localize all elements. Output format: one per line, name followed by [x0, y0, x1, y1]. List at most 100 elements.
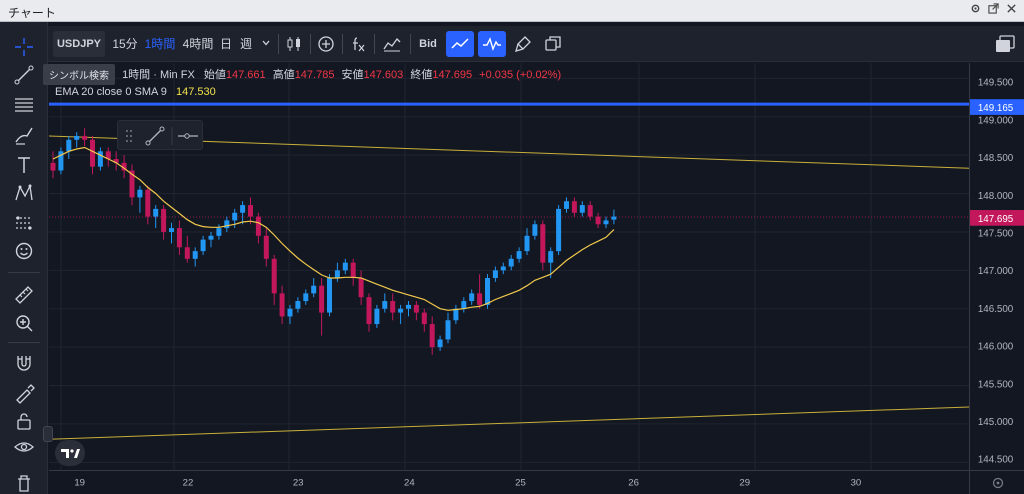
candle-body	[532, 224, 538, 236]
toolbar-divider	[342, 34, 343, 54]
tradingview-logo[interactable]	[55, 440, 85, 466]
candle-body	[311, 285, 317, 294]
symbol-search-button[interactable]: USDJPY	[53, 31, 105, 57]
ruler-icon[interactable]	[13, 284, 35, 306]
candle-body	[295, 301, 301, 309]
horizontal-ray-icon[interactable]	[178, 133, 198, 139]
time-tick-label: 19	[74, 477, 85, 488]
drag-handle-icon[interactable]	[126, 130, 132, 142]
line-chart-icon[interactable]	[446, 31, 474, 57]
drawing-tools-sidebar	[0, 22, 48, 494]
candle-body	[508, 258, 514, 267]
zoom-in-icon[interactable]	[13, 312, 35, 334]
ohlc-legend-row: 1時間 · Min FX 始値147.661 高値147.785 安値147.6…	[55, 66, 561, 82]
time-tick-label: 26	[628, 477, 639, 488]
timeframe-4h[interactable]: 4時間	[182, 37, 214, 51]
candle-body	[461, 301, 467, 309]
candle-body	[421, 312, 427, 325]
brush-icon[interactable]	[511, 31, 535, 57]
price-source-button[interactable]: Bid	[419, 38, 437, 50]
price-tick-label: 148.500	[978, 153, 1014, 164]
collapse-toolbar-handle[interactable]	[43, 426, 53, 442]
price-tick-label: 147.000	[978, 266, 1014, 277]
candle-body	[398, 308, 404, 313]
trendline-tool-icon[interactable]	[13, 64, 35, 86]
candle-body	[137, 189, 143, 198]
candle-body	[469, 293, 475, 302]
timeframe-daily[interactable]: 日	[219, 37, 232, 51]
ema-line	[52, 146, 615, 311]
candle-body	[279, 293, 285, 317]
horizontal-lines-icon[interactable]	[13, 94, 35, 116]
prediction-tool-icon[interactable]	[13, 212, 35, 234]
gear-icon	[992, 477, 1004, 489]
candle-body	[129, 170, 135, 198]
candle-body	[477, 293, 483, 305]
close-icon[interactable]	[1005, 3, 1018, 16]
chevron-down-icon[interactable]	[258, 31, 274, 57]
price-tick-label: 149.000	[978, 115, 1014, 126]
candle-body	[358, 278, 364, 298]
unlock-icon[interactable]	[13, 410, 35, 432]
candle-body	[271, 258, 277, 294]
candle-body	[366, 297, 372, 325]
candle-body	[406, 304, 411, 309]
candle-body	[500, 266, 506, 271]
price-tick-label: 146.500	[978, 304, 1014, 315]
price-chart[interactable]	[49, 63, 969, 470]
hline-price-tag	[970, 99, 1024, 115]
candle-body	[587, 205, 593, 217]
text-tool-icon[interactable]	[13, 154, 35, 176]
toolbar-divider	[310, 34, 311, 54]
fx-icon[interactable]	[346, 31, 370, 57]
pattern-tool-icon[interactable]	[13, 182, 35, 204]
candle-body	[184, 247, 190, 259]
timeframe-weekly[interactable]: 週	[239, 37, 252, 51]
candle-body	[66, 139, 72, 152]
copy-icon[interactable]	[541, 31, 565, 57]
gear-icon[interactable]	[969, 3, 982, 16]
time-tick-label: 30	[851, 477, 862, 488]
open-label: 始値	[203, 69, 226, 81]
brush-tool-icon[interactable]	[13, 124, 35, 146]
emoji-icon[interactable]	[13, 240, 35, 262]
timeframe-1h[interactable]: 1時間	[144, 37, 176, 51]
candle-body	[208, 235, 214, 240]
time-scale[interactable]: 19 22 23 24 25 26 29 30	[49, 470, 969, 494]
add-circle-icon[interactable]	[314, 31, 338, 57]
pulse-icon[interactable]	[478, 31, 506, 57]
lock-drawing-icon[interactable]	[13, 382, 35, 404]
trendline-icon[interactable]	[145, 126, 165, 146]
crosshair-icon[interactable]	[13, 36, 35, 58]
price-scale[interactable]: 149.500 149.000 148.500 148.000 147.500 147.0…	[969, 63, 1024, 470]
trendline	[49, 406, 969, 440]
indicators-icon[interactable]	[380, 31, 404, 57]
candle-body	[153, 208, 159, 217]
window-controls	[969, 3, 1018, 16]
candle-body	[382, 301, 388, 309]
popout-icon[interactable]	[987, 3, 1000, 16]
candle-body	[145, 189, 151, 217]
magnet-icon[interactable]	[13, 352, 35, 374]
candle-body	[82, 135, 88, 140]
legend-title: 1時間 · Min FX	[122, 69, 195, 81]
price-tick-label: 146.000	[978, 342, 1014, 353]
close-value: 147.695	[432, 69, 473, 81]
candle-body	[595, 216, 601, 225]
change-value: +0.035 (+0.02%)	[479, 69, 562, 81]
candle-body	[445, 320, 451, 340]
ema-legend-row[interactable]: EMA 20 close 0 SMA 9 147.530	[55, 86, 216, 98]
trash-icon[interactable]	[13, 472, 35, 494]
candles-icon[interactable]	[282, 31, 306, 57]
candle-body	[327, 278, 332, 313]
candle-body	[540, 224, 546, 263]
price-tick-label: 145.000	[978, 417, 1014, 428]
eye-icon[interactable]	[13, 436, 35, 458]
layout-icon[interactable]	[990, 31, 1020, 57]
candle-body	[556, 208, 562, 252]
candle-body	[105, 151, 111, 159]
candle-body	[161, 208, 167, 232]
timeframe-15m[interactable]: 15分	[112, 37, 138, 51]
high-value: 147.785	[294, 69, 335, 81]
scale-settings-corner[interactable]	[969, 470, 1024, 494]
